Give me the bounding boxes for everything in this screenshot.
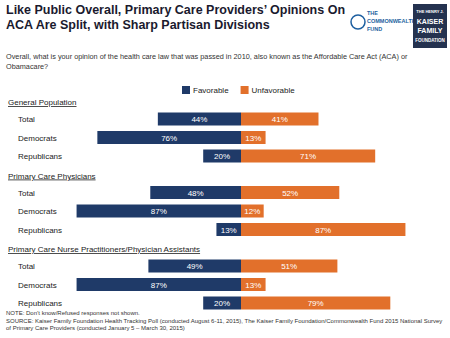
data-label: 13% <box>245 134 261 143</box>
logo-text: THE HENRY J. <box>416 9 443 14</box>
data-label: 87% <box>315 226 331 235</box>
labels: General Population Total 44% 41% Democrats 76… <box>8 98 331 308</box>
bar <box>203 150 241 163</box>
data-label: 76% <box>161 134 177 143</box>
title: Like Public Overall, Primary Care Provid… <box>6 3 354 33</box>
bar <box>241 131 266 144</box>
data-label: 71% <box>300 152 316 161</box>
category-label: Republicans <box>18 226 62 235</box>
bar <box>241 205 264 218</box>
category-label: Republicans <box>18 152 62 161</box>
data-label: 44% <box>191 115 207 124</box>
group-label: Primary Care Nurse Practitioners/Physici… <box>8 245 200 254</box>
logo-text: FUND <box>367 26 382 32</box>
group-label: Primary Care Physicians <box>8 172 96 181</box>
data-label: 79% <box>308 299 324 308</box>
legend-swatch <box>182 86 190 94</box>
data-label: 51% <box>281 262 297 271</box>
plot-area <box>77 113 406 310</box>
bar <box>77 278 241 291</box>
category-label: Democrats <box>18 281 57 290</box>
bar <box>241 113 318 126</box>
data-label: 12% <box>244 207 260 216</box>
group-label: General Population <box>8 98 77 107</box>
bar <box>150 186 241 199</box>
bar <box>97 131 241 144</box>
data-label: 41% <box>272 115 288 124</box>
legend-label: Favorable <box>193 86 229 95</box>
logo-text: FAMILY <box>417 27 442 34</box>
data-label: 13% <box>221 226 237 235</box>
logo-text: COMMONWEALTH <box>367 18 416 24</box>
category-label: Total <box>18 189 35 198</box>
legend-swatch <box>241 86 249 94</box>
bar <box>216 223 241 236</box>
category-label: Total <box>18 115 35 124</box>
logo-text: THE <box>367 10 378 16</box>
bar <box>241 260 337 273</box>
bar <box>158 113 241 126</box>
category-label: Democrats <box>18 207 57 216</box>
bar <box>203 297 241 310</box>
data-label: 49% <box>187 262 203 271</box>
note: NOTE: Don’t know/Refused responses not s… <box>6 310 446 318</box>
data-label: 13% <box>245 281 261 290</box>
bar <box>148 260 241 273</box>
data-label: 48% <box>188 189 204 198</box>
source: SOURCE: Kaiser Family Foundation Health … <box>6 318 446 333</box>
bar <box>241 297 390 310</box>
logo-box <box>413 4 447 48</box>
bar <box>241 150 375 163</box>
logo-text: KAISER <box>417 18 443 25</box>
chart: THE COMMONWEALTH FUND THE HENRY J. KAISER FAM… <box>0 0 450 338</box>
data-label: 87% <box>151 207 167 216</box>
logo-emblem <box>351 15 365 29</box>
bar <box>241 186 339 199</box>
data-label: 87% <box>151 281 167 290</box>
legend-label: Unfavorable <box>252 86 296 95</box>
data-label: 52% <box>282 189 298 198</box>
data-label: 20% <box>214 152 230 161</box>
subtitle: Overall, what is your opinion of the hea… <box>6 52 446 71</box>
bar <box>241 278 266 291</box>
category-label: Democrats <box>18 134 57 143</box>
category-label: Republicans <box>18 299 62 308</box>
logo-text: FOUNDATION <box>415 38 445 43</box>
bar <box>77 205 241 218</box>
data-label: 20% <box>214 299 230 308</box>
bar <box>241 223 405 236</box>
category-label: Total <box>18 262 35 271</box>
